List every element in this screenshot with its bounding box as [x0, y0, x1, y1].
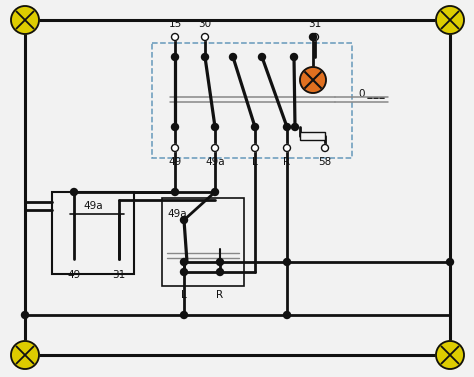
Circle shape — [311, 34, 319, 40]
Circle shape — [21, 311, 28, 319]
Circle shape — [11, 6, 39, 34]
Circle shape — [181, 216, 188, 224]
Circle shape — [229, 54, 237, 60]
Circle shape — [252, 144, 258, 152]
Text: 0: 0 — [358, 89, 365, 99]
Circle shape — [217, 259, 224, 265]
Circle shape — [258, 54, 265, 60]
Circle shape — [11, 341, 39, 369]
Circle shape — [283, 311, 291, 319]
Circle shape — [300, 67, 326, 93]
Circle shape — [172, 188, 179, 196]
Circle shape — [172, 54, 179, 60]
Circle shape — [181, 311, 188, 319]
Circle shape — [181, 268, 188, 276]
Text: 15: 15 — [168, 19, 182, 29]
Bar — [162, 198, 244, 286]
Text: 49a: 49a — [167, 209, 187, 219]
Text: R: R — [283, 157, 291, 167]
Circle shape — [283, 144, 291, 152]
Circle shape — [436, 6, 464, 34]
Bar — [52, 192, 134, 274]
Circle shape — [252, 124, 258, 130]
Circle shape — [211, 144, 219, 152]
Circle shape — [310, 34, 317, 40]
Text: L: L — [252, 157, 258, 167]
Text: 30: 30 — [199, 19, 211, 29]
Bar — [300, 132, 325, 140]
Circle shape — [172, 34, 179, 40]
Circle shape — [71, 188, 78, 196]
Circle shape — [201, 54, 209, 60]
Circle shape — [172, 124, 179, 130]
Circle shape — [291, 54, 298, 60]
Text: 49: 49 — [168, 157, 182, 167]
Circle shape — [321, 144, 328, 152]
Bar — [152, 43, 352, 158]
Circle shape — [201, 34, 209, 40]
Text: R: R — [217, 290, 224, 300]
Circle shape — [217, 268, 224, 276]
Circle shape — [211, 124, 219, 130]
Circle shape — [292, 124, 299, 130]
Circle shape — [181, 259, 188, 265]
Text: 31: 31 — [112, 270, 126, 280]
Circle shape — [447, 259, 454, 265]
Text: 58: 58 — [319, 157, 332, 167]
Circle shape — [436, 341, 464, 369]
Text: L: L — [181, 290, 187, 300]
Text: 49a: 49a — [205, 157, 225, 167]
Circle shape — [283, 124, 291, 130]
Text: 31: 31 — [309, 19, 322, 29]
Circle shape — [211, 188, 219, 196]
Text: 49: 49 — [67, 270, 81, 280]
Circle shape — [283, 259, 291, 265]
Text: 49a: 49a — [83, 201, 103, 211]
Circle shape — [172, 144, 179, 152]
